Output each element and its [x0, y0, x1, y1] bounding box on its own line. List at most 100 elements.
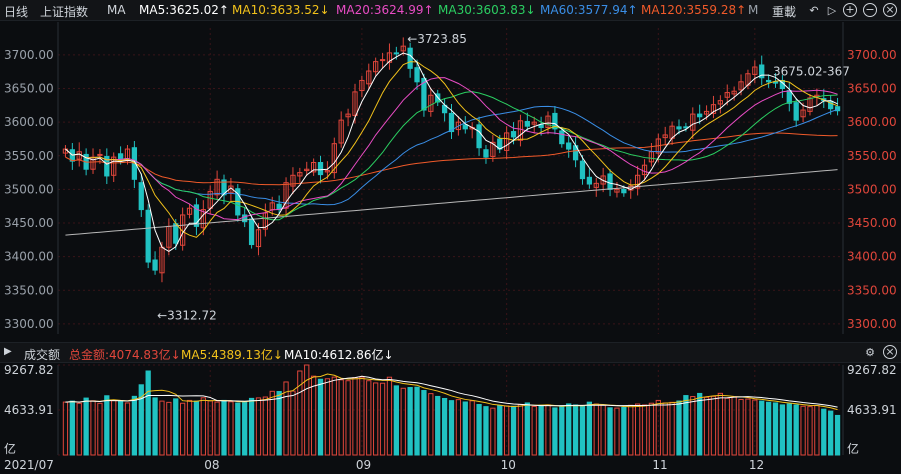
volume-bar [566, 403, 572, 456]
volume-bar [476, 404, 482, 456]
volume-close-icon[interactable]: × [882, 344, 898, 360]
ma120-line [65, 132, 838, 186]
candle-body [759, 64, 765, 79]
ma20-value: MA20:3624.99↑ [336, 3, 434, 17]
volume-bar [586, 401, 593, 456]
zoom-in-icon[interactable]: + [842, 2, 858, 18]
date-label: 12 [749, 458, 764, 472]
volume-bar [710, 395, 717, 456]
volume-bar [290, 390, 296, 456]
volume-bar [469, 400, 475, 456]
price-tick-left: 3600.00 [4, 115, 54, 129]
volume-bar [628, 404, 634, 456]
volume-bar [655, 399, 661, 456]
ma5-value: MA5:3625.02↑ [139, 3, 229, 17]
volume-total: 总金额:4074.83亿↓ [69, 348, 181, 362]
volume-bar [124, 402, 131, 456]
volume-bar [255, 397, 262, 456]
volume-bar [621, 406, 627, 456]
ma-selector[interactable]: MA [107, 3, 126, 17]
expand-icon[interactable]: ▶ [4, 346, 12, 357]
volume-bar [717, 392, 723, 456]
volume-bar [297, 370, 303, 456]
candle-body [807, 97, 813, 112]
ma10-line [65, 61, 838, 238]
candle-body [221, 179, 227, 196]
candle-body [800, 109, 806, 118]
candle-body [731, 90, 737, 95]
candle-body [552, 112, 558, 130]
candle-body [828, 100, 834, 110]
volume-bar [600, 404, 606, 456]
candle-body [786, 90, 792, 104]
volume-bar [490, 407, 496, 456]
candle-body [90, 156, 96, 170]
redo-button[interactable]: 重載 [772, 5, 797, 19]
volume-bar [821, 408, 827, 456]
price-tick-left: 3400.00 [4, 250, 54, 264]
volume-bar [159, 400, 165, 456]
volume-bar [421, 390, 427, 456]
volume-bar [214, 401, 220, 456]
volume-bar [111, 400, 117, 456]
price-tick-left: 3450.00 [4, 216, 54, 230]
candle-body [462, 124, 468, 130]
candle-body [524, 120, 530, 127]
candle-body [703, 110, 710, 115]
candle-body [324, 170, 331, 173]
candle-body [214, 178, 220, 196]
candle-body [834, 106, 841, 112]
volume-bar [117, 400, 124, 456]
volume-bar [221, 399, 227, 456]
volume-bar [524, 402, 530, 456]
volume-bar [180, 402, 186, 456]
candle-body [490, 141, 496, 157]
candle-body [386, 52, 393, 63]
candle-body [586, 176, 593, 185]
date-label: 11 [652, 458, 667, 472]
volume-bar [283, 381, 289, 456]
volume-bar [793, 404, 799, 456]
play-icon[interactable]: ▷ [827, 3, 837, 17]
volume-bar [455, 399, 462, 456]
volume-bar [393, 385, 399, 456]
candle-body [366, 70, 372, 85]
volume-bar [531, 405, 537, 456]
volume-bar [407, 387, 413, 456]
candle-body [373, 61, 379, 73]
candle-body [531, 121, 537, 125]
ma5-line [65, 52, 838, 253]
volume-bar [607, 407, 613, 456]
volume-bar [304, 364, 310, 456]
back-icon[interactable]: ↶ [809, 3, 819, 17]
ma10-value: MA10:3633.52↓ [232, 3, 330, 17]
volume-bar [462, 401, 468, 456]
volume-bar [435, 395, 441, 456]
volume-bar [834, 414, 841, 456]
candle-body [717, 100, 723, 105]
volume-bar [759, 400, 765, 456]
low-annotation: ←3312.72 [157, 308, 217, 322]
volume-bar [90, 400, 96, 456]
volume-title[interactable]: 成交额 [24, 348, 61, 362]
volume-bar [338, 379, 344, 456]
close-icon[interactable]: × [882, 2, 898, 18]
candle-body [317, 162, 324, 176]
volume-bar [765, 401, 772, 456]
candle-body [428, 94, 434, 112]
volume-ma10-line [65, 375, 838, 408]
candle-body [455, 121, 462, 131]
volume-bar [731, 396, 737, 456]
candle-body [186, 207, 193, 215]
candle-body [117, 153, 124, 160]
candle-body [765, 79, 772, 83]
zoom-out-icon[interactable]: − [862, 2, 878, 18]
period-label[interactable]: 日线 [4, 5, 29, 19]
volume-bar [166, 401, 172, 456]
volume-bar [228, 401, 234, 456]
volume-bar [193, 400, 200, 456]
settings-icon[interactable]: ⚙ [865, 345, 875, 359]
volume-bar [400, 387, 406, 456]
volume-bar [579, 405, 586, 456]
